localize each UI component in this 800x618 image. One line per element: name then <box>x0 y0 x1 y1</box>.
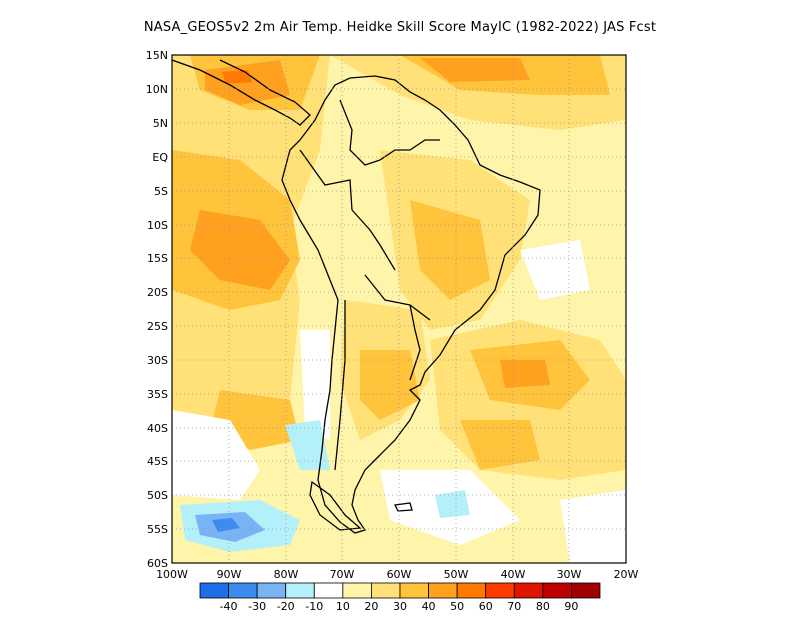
colorbar-label: 70 <box>507 600 521 613</box>
colorbar-swatch <box>228 582 258 599</box>
field-region-white-1 <box>520 240 590 300</box>
colorbar-swatch <box>513 582 544 599</box>
colorbar-swatch <box>571 582 601 599</box>
border-argentina-brazil <box>409 304 421 381</box>
field-region-atlantic-dark <box>500 360 550 388</box>
lat-label: 35S <box>147 388 168 401</box>
lat-label: 10S <box>147 219 168 232</box>
field-region-panama-dark <box>205 60 290 105</box>
colorbar-swatch <box>285 582 315 599</box>
colorbar-label: 30 <box>393 600 407 613</box>
colorbar-swatch <box>256 582 287 599</box>
field-region-patagonia-orange <box>360 350 420 420</box>
field-region-brazil-orange <box>410 200 490 300</box>
field-region-dark-blue <box>212 518 240 532</box>
colorbar-label: -20 <box>277 600 295 613</box>
colorbar-label: 60 <box>479 600 493 613</box>
border-chile-argentina <box>334 300 346 471</box>
lat-label: EQ <box>152 151 168 164</box>
lon-label: 90W <box>217 568 242 581</box>
border-colombia-venezuela <box>339 99 381 166</box>
gridlines <box>172 55 626 563</box>
lon-label: 50W <box>444 568 469 581</box>
colorbar-label: -30 <box>248 600 266 613</box>
lat-label: 60S <box>147 557 168 570</box>
lon-label: 20W <box>614 568 639 581</box>
lat-label: 10N <box>146 83 168 96</box>
chart-title: NASA_GEOS5v2 2m Air Temp. Heidke Skill S… <box>143 20 657 35</box>
field-region-white-2 <box>172 410 260 500</box>
border-bolivia-paraguay <box>364 274 431 321</box>
colorbar-label: 90 <box>564 600 578 613</box>
map-frame <box>171 54 627 564</box>
lon-label: 60W <box>387 568 412 581</box>
colorbar-swatch <box>456 582 487 599</box>
colorbar-swatch <box>428 582 458 599</box>
lat-label: 15N <box>146 49 168 62</box>
lat-label: 55S <box>147 523 168 536</box>
lon-label: 100W <box>156 568 188 581</box>
lat-label: 45S <box>147 455 168 468</box>
colorbar-swatch <box>199 582 229 599</box>
south-america-coastline <box>281 75 541 534</box>
colorbar-swatch <box>313 582 344 599</box>
field-region-atlantic-south-orange <box>460 420 540 470</box>
border-venezuela-brazil <box>379 139 440 161</box>
colorbar: -40 -30 -20 -10 10 20 30 40 50 60 70 80 90 <box>199 582 601 613</box>
lat-label: 5N <box>153 117 168 130</box>
lon-label: 80W <box>274 568 299 581</box>
colorbar-swatch <box>399 582 429 599</box>
lat-label: 50S <box>147 489 168 502</box>
lon-label: 40W <box>501 568 526 581</box>
colorbar-label: 10 <box>336 600 350 613</box>
lon-label: 70W <box>330 568 355 581</box>
field-region-gulf-dark <box>222 70 252 84</box>
colorbar-swatch <box>542 582 572 599</box>
field-region-caribbean-dark <box>420 58 530 82</box>
field-region-white-4 <box>560 490 626 563</box>
border-colombia-peru <box>299 149 353 211</box>
lat-label: 30S <box>147 354 168 367</box>
border-peru-brazil <box>351 209 396 271</box>
colorbar-swatch <box>371 582 401 599</box>
coastlines <box>172 59 541 534</box>
colorbar-label: -10 <box>305 600 323 613</box>
colorbar-label: 20 <box>364 600 378 613</box>
tierra-del-fuego <box>309 480 362 531</box>
latitude-labels: 15N 10N 5N EQ 5S 10S 15S 20S 25S 30S 35S… <box>146 49 169 570</box>
lat-label: 40S <box>147 422 168 435</box>
colorbar-swatch <box>485 582 515 599</box>
colorbar-label: -40 <box>220 600 238 613</box>
central-america-coastline <box>172 59 311 126</box>
colorbar-swatch <box>342 582 372 599</box>
colorbar-label: 40 <box>422 600 436 613</box>
field-region-light-blue-2 <box>285 420 330 470</box>
field-region-white-5 <box>300 330 330 440</box>
lon-label: 30W <box>557 568 582 581</box>
lat-label: 25S <box>147 320 168 333</box>
lat-label: 20S <box>147 286 168 299</box>
longitude-labels: 100W 90W 80W 70W 60W 50W 40W 30W 20W <box>156 568 638 581</box>
field-region-pacific-dark <box>190 210 290 290</box>
colorbar-label: 50 <box>450 600 464 613</box>
field-region-light-blue-3 <box>435 490 470 518</box>
lat-label: 15S <box>147 252 168 265</box>
colorbar-label: 80 <box>536 600 550 613</box>
lat-label: 5S <box>154 185 168 198</box>
falkland-islands <box>394 502 413 512</box>
skill-field <box>172 55 626 563</box>
